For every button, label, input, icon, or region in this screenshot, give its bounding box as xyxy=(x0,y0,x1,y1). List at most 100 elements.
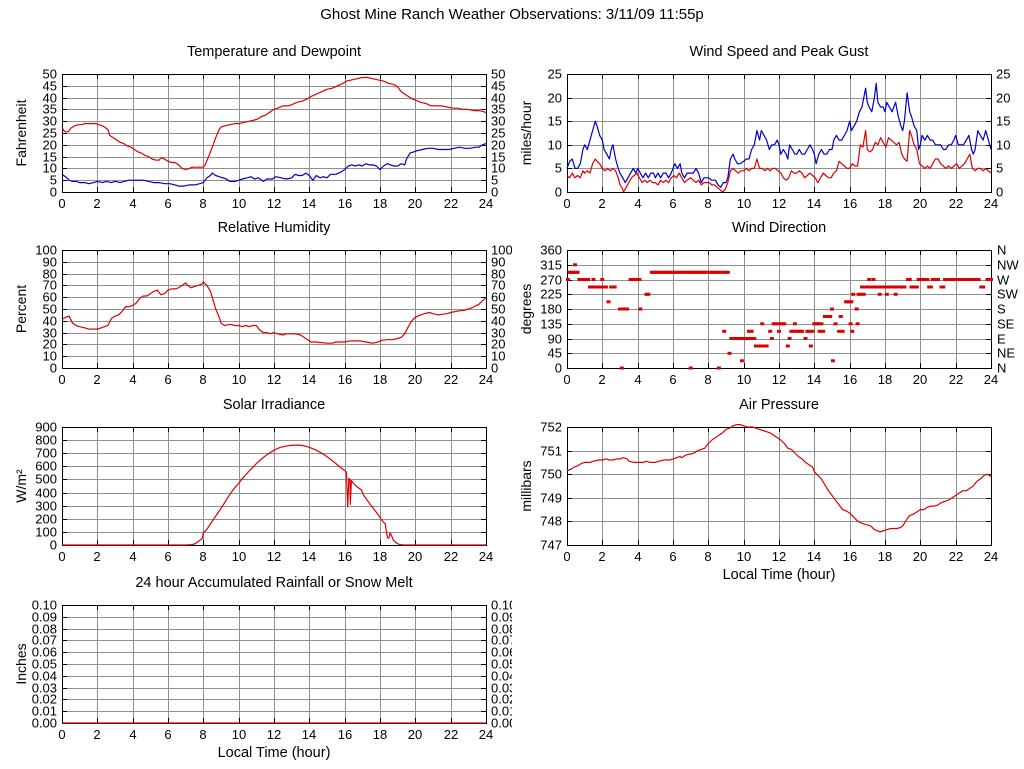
chart-title: Wind Speed and Peak Gust xyxy=(690,44,869,60)
plot-border xyxy=(62,427,487,546)
y-tick-label-right: 30 xyxy=(491,326,505,341)
dewpoint-line xyxy=(61,143,487,187)
plot-border xyxy=(62,74,487,193)
x-tick-label: 10 xyxy=(232,196,246,211)
chart-title: Temperature and Dewpoint xyxy=(187,44,361,60)
y-axis-label: degrees xyxy=(518,284,534,335)
y-tick-label: 752 xyxy=(540,420,562,435)
x-tick-label: 10 xyxy=(737,549,751,564)
y-tick-label-right: 0.03 xyxy=(491,681,512,696)
x-tick-label: 0 xyxy=(58,196,65,211)
y-tick-label-right: 40 xyxy=(491,314,505,329)
y-tick-label: 5 xyxy=(555,161,562,176)
y-tick-label: 10 xyxy=(548,138,562,153)
y-tick-label-right: 10 xyxy=(996,138,1010,153)
y-tick-label: 45 xyxy=(548,346,562,361)
x-tick-label: 22 xyxy=(444,196,458,211)
x-tick-label: 12 xyxy=(267,196,281,211)
y-tick-label-right: 0.09 xyxy=(491,610,512,625)
x-tick-label: 14 xyxy=(807,549,821,564)
y-axis-label: Percent xyxy=(13,285,29,333)
y-tick-label: 0.01 xyxy=(32,704,57,719)
y-tick-label: 0 xyxy=(50,538,57,553)
y-tick-label: 0 xyxy=(50,185,57,200)
x-tick-label: 18 xyxy=(878,372,892,387)
plot-border xyxy=(62,250,487,369)
y-tick-label: 20 xyxy=(548,91,562,106)
y-tick-label: 90 xyxy=(43,255,57,270)
y-tick-label-right: 100 xyxy=(491,243,512,258)
y-tick-label: 747 xyxy=(540,538,562,553)
x-tick-label: 24 xyxy=(984,549,998,564)
x-tick-label: 6 xyxy=(164,727,171,742)
gridlines xyxy=(62,74,486,192)
y-tick-label: 135 xyxy=(540,317,562,332)
chart-title: 24 hour Accumulated Rainfall or Snow Mel… xyxy=(135,575,412,591)
y-tick-label: 700 xyxy=(35,446,57,461)
gridlines xyxy=(567,74,991,192)
y-tick-label-right: 0.00 xyxy=(491,716,512,731)
x-tick-label: 2 xyxy=(598,196,605,211)
y-tick-label: 15 xyxy=(548,114,562,129)
y-tick-label: 100 xyxy=(35,243,57,258)
x-tick-label: 8 xyxy=(704,372,711,387)
y-tick-label-right: 20 xyxy=(491,138,505,153)
y-tick-label-right: 0 xyxy=(491,361,498,376)
y-tick-label-right: 0.04 xyxy=(491,669,512,684)
x-tick-label: 8 xyxy=(199,727,206,742)
compass-label: W xyxy=(997,273,1010,288)
y-tick-label: 15 xyxy=(43,150,57,165)
y-tick-label-right: 0.10 xyxy=(491,598,512,613)
x-tick-label: 24 xyxy=(479,196,493,211)
x-tick-label: 10 xyxy=(232,372,246,387)
y-tick-label: 35 xyxy=(43,102,57,117)
x-tick-label: 10 xyxy=(737,372,751,387)
y-tick-label-right: 90 xyxy=(491,255,505,270)
tick-marks xyxy=(567,427,992,546)
y-tick-label: 10 xyxy=(43,161,57,176)
y-tick-label: 0 xyxy=(555,185,562,200)
x-tick-label: 6 xyxy=(669,549,676,564)
y-tick-label-right: 10 xyxy=(491,349,505,364)
x-tick-label: 22 xyxy=(444,727,458,742)
x-tick-label: 4 xyxy=(634,372,641,387)
y-tick-label: 751 xyxy=(540,444,562,459)
gridlines xyxy=(62,250,486,368)
gridlines xyxy=(567,427,991,545)
y-tick-label: 70 xyxy=(43,278,57,293)
gridlines xyxy=(567,250,991,368)
solar-irradiance-chart: Solar Irradiance010020030040050060070080… xyxy=(13,397,493,564)
y-tick-label: 800 xyxy=(35,433,57,448)
y-tick-label: 0.08 xyxy=(32,622,57,637)
x-tick-label: 14 xyxy=(302,727,316,742)
x-tick-label: 20 xyxy=(408,372,422,387)
24-hour-accumulated-rainfall-or-snow-melt-chart: 24 hour Accumulated Rainfall or Snow Mel… xyxy=(13,575,512,761)
y-tick-label: 0 xyxy=(50,361,57,376)
tick-marks xyxy=(62,74,487,193)
y-tick-label: 45 xyxy=(43,79,57,94)
x-tick-label: 6 xyxy=(669,372,676,387)
x-tick-label: 20 xyxy=(408,196,422,211)
x-tick-label: 4 xyxy=(129,196,136,211)
x-tick-label: 22 xyxy=(949,372,963,387)
y-tick-label: 60 xyxy=(43,290,57,305)
y-tick-label: 748 xyxy=(540,514,562,529)
x-tick-label: 12 xyxy=(772,549,786,564)
x-tick-label: 18 xyxy=(878,196,892,211)
y-tick-label-right: 25 xyxy=(491,126,505,141)
x-tick-label: 20 xyxy=(408,727,422,742)
x-tick-label: 20 xyxy=(913,196,927,211)
gridlines xyxy=(62,605,486,723)
x-tick-label: 16 xyxy=(843,372,857,387)
tick-marks xyxy=(567,74,992,193)
x-tick-label: 10 xyxy=(232,549,246,564)
y-tick-label-right: 15 xyxy=(996,114,1010,129)
tick-marks xyxy=(62,427,487,546)
y-tick-label: 0.10 xyxy=(32,598,57,613)
x-tick-label: 18 xyxy=(373,549,387,564)
y-tick-label: 750 xyxy=(540,467,562,482)
